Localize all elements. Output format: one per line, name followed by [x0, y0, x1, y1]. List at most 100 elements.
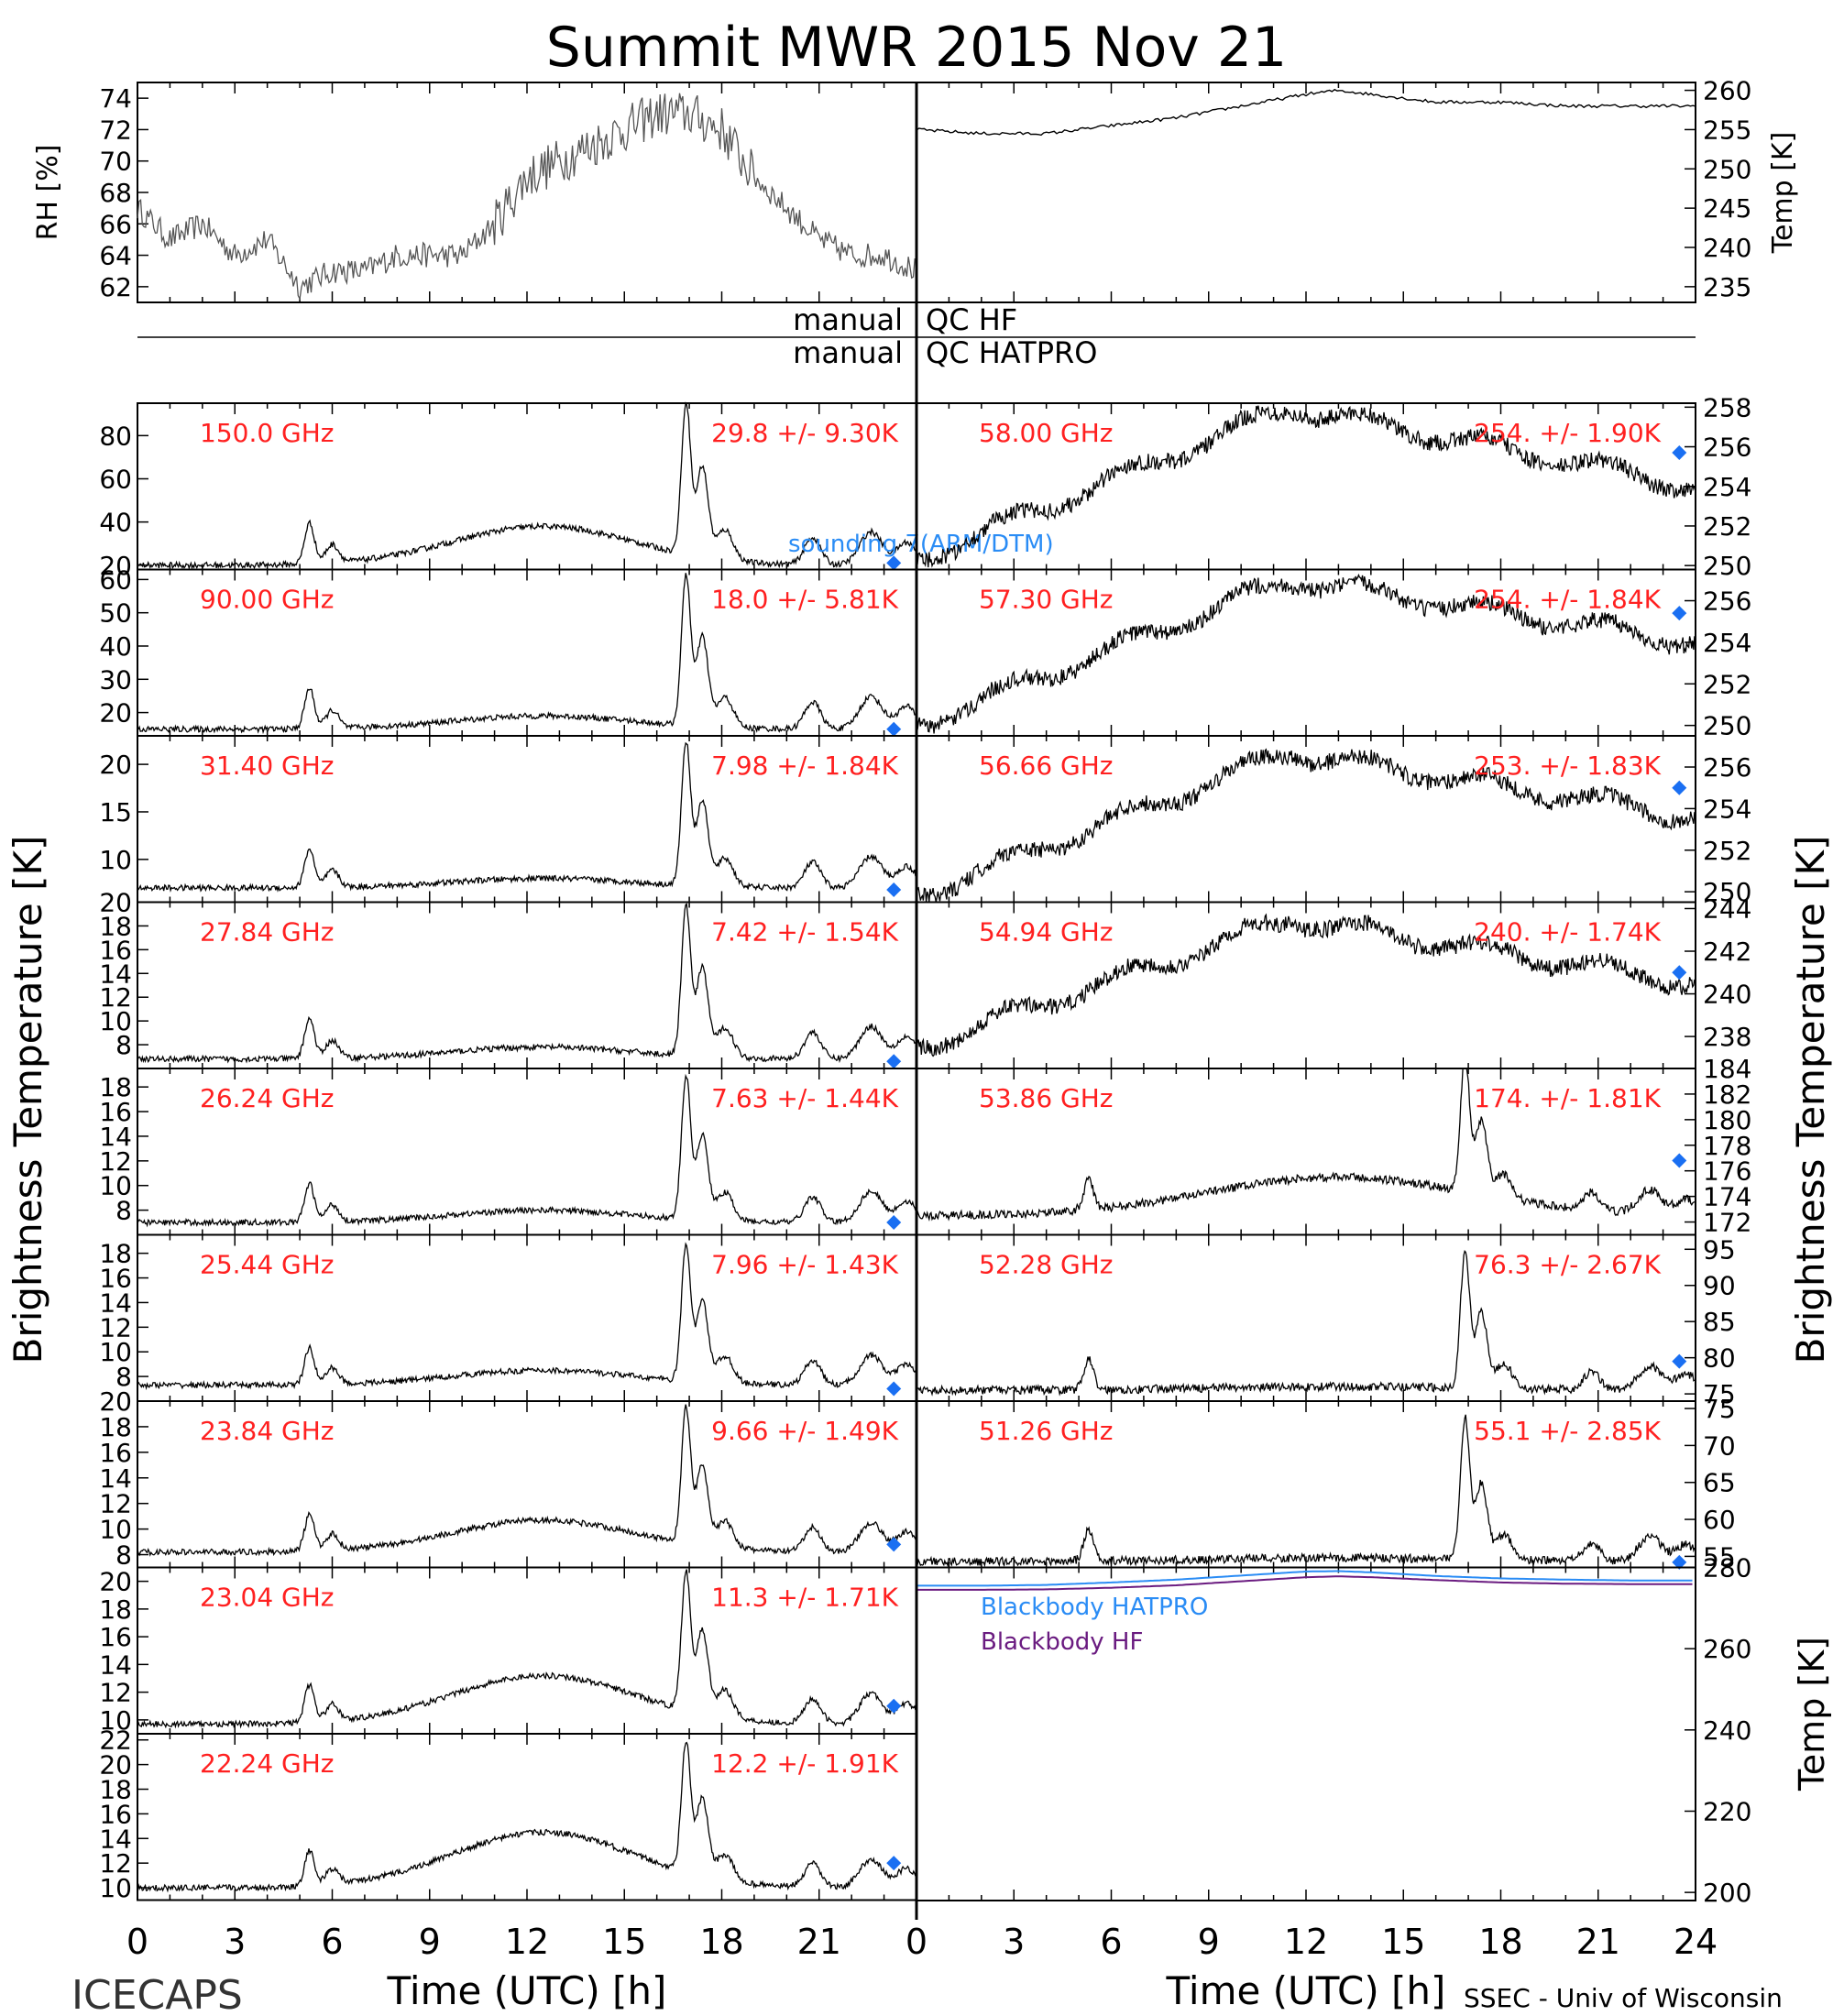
left-channel-panel-6-series-line — [137, 1242, 916, 1391]
temp-panel-y-tick-label: 250 — [1703, 154, 1751, 184]
left-channel-panel-7-y-tick-label: 10 — [99, 1515, 132, 1545]
left-channel-panel-2-series-line — [137, 573, 916, 735]
x-tick-label-right: 21 — [1576, 1922, 1620, 1962]
right-channel-panel-1-freq-label: 58.00 GHz — [979, 418, 1114, 448]
right-channel-panel-1-y-tick-label: 256 — [1703, 433, 1751, 463]
left-channel-panel-2-stat-label: 18.0 +/- 5.81K — [711, 585, 898, 615]
rh-panel-y-tick-label: 62 — [99, 272, 132, 302]
right-channel-panel-5-series-line — [916, 1068, 1696, 1222]
right-channel-panel-5-y-tick-label: 172 — [1703, 1208, 1751, 1238]
left-channel-panel-9-series-line — [137, 1741, 916, 1893]
right-channel-panel-4-y-tick-label: 240 — [1703, 980, 1751, 1010]
x-tick-label-left: 6 — [321, 1922, 343, 1962]
x-tick-label-right: 0 — [906, 1922, 927, 1962]
rh-panel-y-tick-label: 72 — [99, 115, 132, 145]
left-channel-panel-9-y-tick-label: 10 — [99, 1873, 132, 1903]
left-channel-panel-9-sounding-marker — [886, 1856, 902, 1871]
rh-panel-y-tick-label: 68 — [99, 178, 132, 208]
right-channel-panel-3-y-tick-label: 250 — [1703, 877, 1751, 907]
footer-ssec: SSEC - Univ of Wisconsin — [1464, 1983, 1783, 2013]
left-channel-panel-6-y-tick-label: 18 — [99, 1239, 132, 1269]
right-channel-panel-1-y-tick-label: 254 — [1703, 472, 1751, 502]
left-channel-panel-5-y-tick-label: 16 — [99, 1097, 132, 1127]
right-channel-panel-7-series-line — [916, 1414, 1696, 1568]
right-channel-panel-7-y-tick-label: 75 — [1703, 1394, 1736, 1424]
x-tick-label-left: 9 — [419, 1922, 441, 1962]
right-channel-panel-3-series-line — [916, 748, 1696, 903]
right-channel-panel-1-y-tick-label: 250 — [1703, 551, 1751, 581]
right-channel-panel-6-y-tick-label: 85 — [1703, 1307, 1736, 1337]
left-channel-panel-6-sounding-marker — [886, 1381, 902, 1397]
x-tick-label-right: 15 — [1381, 1922, 1425, 1962]
right-channel-panel-6-y-tick-label: 90 — [1703, 1271, 1736, 1301]
qc-hf-label: manual — [793, 302, 903, 337]
left-channel-panel-7-y-tick-label: 20 — [99, 1386, 132, 1417]
right-channel-panel-7-stat-label: 55.1 +/- 2.85K — [1474, 1416, 1661, 1446]
left-channel-panel-3: 10 15 20 31.40 GHz 7.98 +/- 1.84K — [99, 735, 917, 904]
left-channel-panel-3-y-tick-label: 10 — [99, 845, 132, 875]
left-channel-panel-3-y-tick-label: 15 — [99, 797, 132, 827]
right-channel-panel-7-y-tick-label: 55 — [1703, 1541, 1736, 1572]
qc-hf-name: QC HF — [926, 302, 1017, 337]
left-channel-panel-8-stat-label: 11.3 +/- 1.71K — [711, 1583, 898, 1613]
left-channel-panel-9-y-tick-label: 16 — [99, 1799, 132, 1829]
right-channel-panel-2-y-tick-label: 254 — [1703, 628, 1751, 658]
left-channel-panel-2-y-tick-label: 60 — [99, 564, 132, 595]
left-channel-panel-5-stat-label: 7.63 +/- 1.44K — [711, 1083, 898, 1113]
left-channel-panel-1-series-line — [137, 401, 916, 571]
right-channel-panel-2-series-line — [916, 573, 1696, 734]
right-channel-panel-5-sounding-marker — [1672, 1153, 1687, 1168]
left-channel-panel-8-sounding-marker — [886, 1698, 902, 1714]
left-channel-panel-6-y-tick-label: 12 — [99, 1312, 132, 1342]
left-channel-panel-8-series-line — [137, 1569, 916, 1729]
left-channel-panel-7-y-tick-label: 16 — [99, 1438, 132, 1468]
right-channel-panel-2: 250 252 254 256 57.30 GHz 254. +/- 1.84K — [916, 568, 1751, 741]
left-channel-panel-8-y-tick-label: 10 — [99, 1705, 132, 1736]
left-channel-panel-1-y-tick-label: 20 — [99, 551, 132, 581]
right-channel-panel-3-y-tick-label: 254 — [1703, 794, 1751, 824]
rh-series-line — [137, 93, 916, 301]
chart-title: Summit MWR 2015 Nov 21 — [546, 16, 1287, 80]
right-channel-panel-3-freq-label: 56.66 GHz — [979, 751, 1114, 781]
left-y-axis-label: Brightness Temperature [K] — [5, 836, 50, 1364]
left-channel-panel-8-y-tick-label: 14 — [99, 1649, 132, 1680]
left-channel-panel-7-y-tick-label: 18 — [99, 1412, 132, 1442]
right-channel-panel-7-sounding-marker — [1672, 1554, 1687, 1570]
left-channel-panel-7-sounding-marker — [886, 1537, 902, 1552]
rh-panel-y-tick-label: 66 — [99, 209, 132, 239]
left-channel-panel-2-y-tick-label: 40 — [99, 631, 132, 662]
left-channel-panel-7-series-line — [137, 1404, 916, 1557]
left-channel-panel-6-freq-label: 25.44 GHz — [200, 1250, 335, 1280]
x-tick-label-right: 12 — [1284, 1922, 1328, 1962]
x-tick-label-right: 18 — [1478, 1922, 1522, 1962]
right-channel-panel-3-y-tick-label: 252 — [1703, 836, 1751, 866]
right-channel-panel-6-sounding-marker — [1672, 1353, 1687, 1369]
left-channel-panel-8-y-tick-label: 18 — [99, 1594, 132, 1625]
footer-icecaps: ICECAPS — [71, 1972, 243, 2016]
left-channel-panel-6-y-tick-label: 16 — [99, 1264, 132, 1294]
left-channel-panel-1-y-tick-label: 60 — [99, 465, 132, 495]
right-channel-panel-4-series-line — [916, 913, 1696, 1057]
sounding-legend-label: sounding 7(ARM/DTM) — [788, 531, 1054, 558]
x-tick-label-right: 9 — [1198, 1922, 1220, 1962]
right-channel-panel-2-y-tick-label: 250 — [1703, 711, 1751, 741]
left-channel-panel-9-y-tick-label: 14 — [99, 1824, 132, 1854]
left-channel-panel-3-series-line — [137, 741, 916, 893]
right-channel-panel-1-sounding-marker — [1672, 445, 1687, 461]
right-channel-panel-6-y-tick-label: 80 — [1703, 1343, 1736, 1374]
blackbody-panel: 200 220 240 260 280 Blackbody HATPRO Blackbody… — [916, 1553, 1832, 1908]
right-channel-panel-7-y-tick-label: 65 — [1703, 1468, 1736, 1498]
right-channel-panel-3-stat-label: 253. +/- 1.83K — [1474, 751, 1661, 781]
right-channel-panel-7-freq-label: 51.26 GHz — [979, 1416, 1114, 1446]
right-channel-panel-2-freq-label: 57.30 GHz — [979, 585, 1114, 615]
x-tick-label-left: 21 — [797, 1922, 841, 1962]
left-channel-panel-4-y-tick-label: 12 — [99, 982, 132, 1013]
right-channel-panel-6-stat-label: 76.3 +/- 2.67K — [1474, 1250, 1661, 1280]
right-channel-panel-1-stat-label: 254. +/- 1.90K — [1474, 418, 1661, 448]
left-channel-panel-3-freq-label: 31.40 GHz — [200, 751, 335, 781]
